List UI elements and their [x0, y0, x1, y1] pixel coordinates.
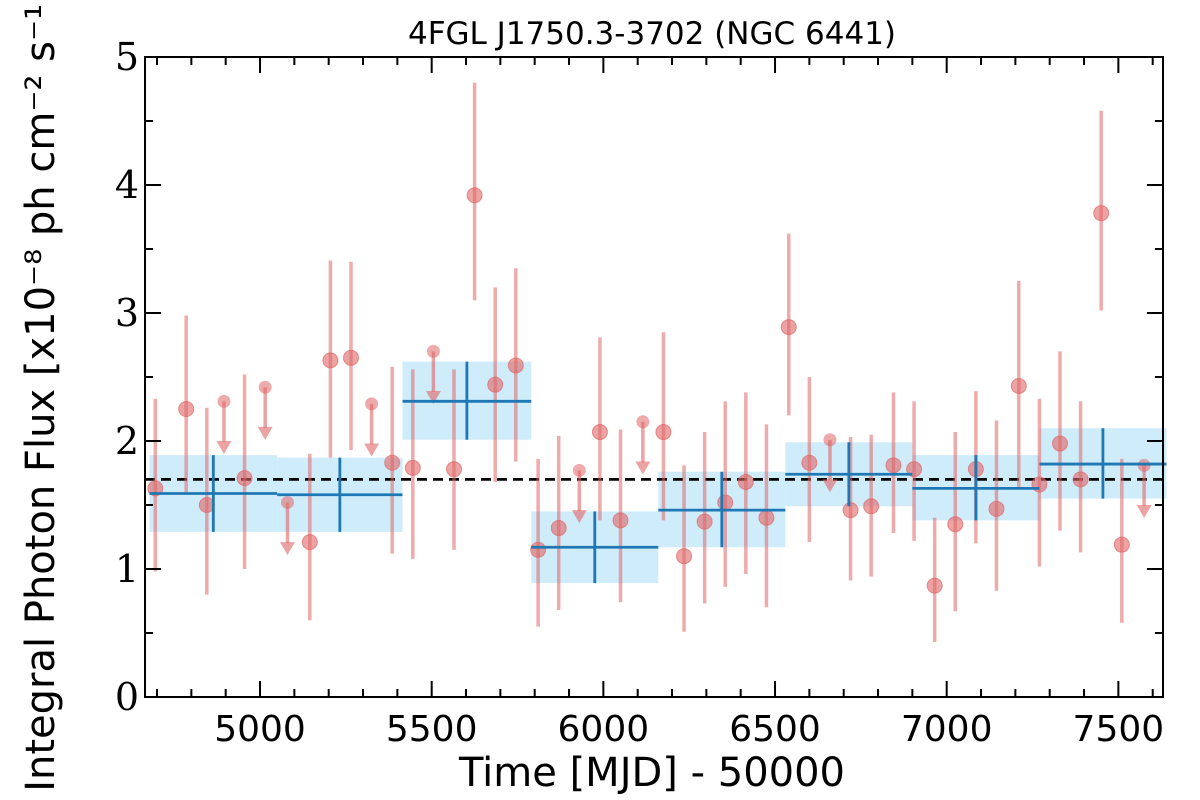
measurement-point — [404, 459, 421, 476]
upper-limit-point — [426, 344, 440, 358]
measurement-point — [1031, 476, 1048, 493]
measurement-point — [1010, 377, 1027, 394]
upper-limit-arrow — [279, 542, 295, 556]
measurement-point — [676, 548, 693, 565]
measurement-point — [885, 457, 902, 474]
measurement-point — [530, 541, 547, 558]
upper-limit-arrow — [216, 440, 232, 454]
x-tick-label: 5500 — [386, 709, 478, 750]
upper-limit-point — [258, 380, 272, 394]
measurement-point — [446, 461, 463, 478]
upper-limit-arrow — [635, 461, 651, 475]
upper-limit-arrow — [1136, 504, 1152, 518]
x-ticks: 5000 5500 6000 6500 7000 7500 — [156, 57, 1165, 750]
measurement-point — [863, 498, 880, 515]
upper-limit-arrow — [364, 443, 380, 457]
y-tick-label: 3 — [115, 291, 139, 335]
measurement-point — [988, 500, 1005, 517]
upper-limit-point — [572, 463, 586, 477]
upper-limit-series — [216, 344, 1152, 556]
measurement-point — [384, 454, 401, 471]
measurement-point — [322, 352, 339, 369]
measurement-point — [696, 513, 713, 530]
upper-limit-arrow — [822, 479, 838, 493]
measurement-point — [655, 424, 672, 441]
y-ticks: 0 1 2 3 4 5 — [115, 35, 1163, 719]
measurement-series — [147, 82, 1130, 642]
measurement-point — [926, 577, 943, 594]
upper-limit-point — [636, 415, 650, 429]
upper-limit-arrow — [257, 426, 273, 440]
plot-area: 0 1 2 3 4 5 5000 5500 6000 6500 7000 7500 — [115, 35, 1167, 750]
measurement-point — [1051, 435, 1068, 452]
upper-limit-point — [823, 433, 837, 447]
y-tick-label: 4 — [115, 163, 139, 207]
measurement-point — [947, 516, 964, 533]
chart-title: 4FGL J1750.3-3702 (NGC 6441) — [408, 16, 896, 52]
upper-limit-arrow — [425, 391, 441, 405]
y-tick-label: 2 — [115, 419, 139, 463]
y-tick-label: 1 — [115, 547, 139, 591]
x-tick-label: 7000 — [901, 709, 993, 750]
measurement-point — [466, 187, 483, 204]
measurement-point — [780, 319, 797, 336]
measurement-point — [550, 520, 567, 537]
y-axis-label: Integral Photon Flux [x10⁻⁸ ph cm⁻² s⁻¹] — [18, 0, 64, 792]
x-tick-label: 6000 — [558, 709, 650, 750]
measurement-point — [487, 376, 504, 393]
measurement-point — [737, 473, 754, 490]
time-bin-series — [149, 361, 1167, 584]
x-tick-label: 5000 — [214, 709, 306, 750]
y-tick-label: 0 — [115, 675, 139, 719]
upper-limit-arrow — [571, 510, 587, 524]
measurement-point — [591, 424, 608, 441]
measurement-point — [301, 534, 318, 551]
measurement-point — [1113, 536, 1130, 553]
upper-limit-point — [280, 495, 294, 509]
measurement-point — [236, 470, 253, 487]
measurement-point — [1072, 471, 1089, 488]
x-tick-label: 7500 — [1073, 709, 1165, 750]
time-bin-bands — [149, 361, 1167, 584]
measurement-point — [717, 494, 734, 511]
measurement-point — [507, 357, 524, 374]
measurement-point — [1093, 205, 1110, 222]
upper-limit-point — [217, 394, 231, 408]
measurement-point — [801, 454, 818, 471]
measurement-point — [612, 512, 629, 529]
x-tick-label: 6500 — [729, 709, 821, 750]
measurement-point — [343, 349, 360, 366]
upper-limit-point — [365, 397, 379, 411]
x-axis-label: Time [MJD] - 50000 — [458, 750, 845, 796]
measurement-point — [178, 401, 195, 417]
measurement-point — [758, 509, 775, 526]
y-tick-label: 5 — [115, 35, 139, 79]
plot-frame — [144, 56, 1164, 698]
measurement-point — [842, 502, 859, 519]
